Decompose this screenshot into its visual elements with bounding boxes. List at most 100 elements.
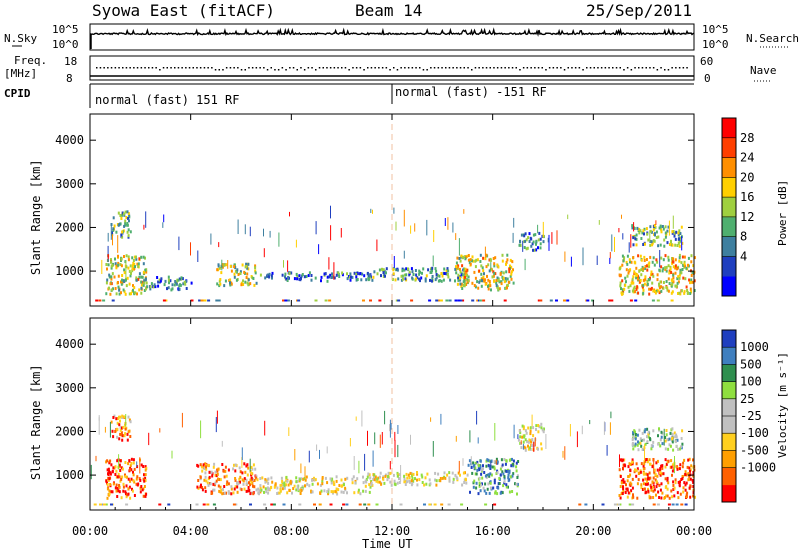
echo-cell: [382, 477, 385, 481]
echo-cell: [130, 468, 133, 472]
echo-streak: [244, 224, 246, 235]
x-tick-label: 00:00: [72, 524, 108, 538]
nave-dot: [493, 67, 495, 69]
nsearch-tick-bottom: 10^0: [702, 38, 729, 51]
echo-cell: [471, 259, 473, 263]
echo-cell: [505, 262, 507, 266]
echo-cell: [673, 494, 676, 498]
echo-cell: [404, 483, 407, 486]
nave-dot: [378, 67, 380, 69]
echo-cell: [265, 490, 268, 494]
echo-cell: [368, 473, 371, 477]
echo-cell: [650, 287, 652, 291]
echo-cell: [632, 447, 635, 451]
echo-cell: [117, 489, 120, 493]
echo-cell: [671, 279, 674, 283]
echo-cell: [233, 463, 235, 467]
echo-cell: [420, 473, 423, 477]
echo-cell: [125, 475, 128, 479]
nave-dot: [478, 67, 480, 69]
echo-cell: [646, 427, 649, 431]
echo-cell: [316, 482, 319, 486]
echo-cell: [539, 299, 543, 302]
echo-cell: [380, 274, 382, 278]
echo-cell: [286, 491, 289, 495]
echo-cell: [636, 277, 639, 281]
echo-cell: [130, 477, 133, 481]
echo-cell: [217, 484, 220, 488]
echo-cell: [632, 281, 635, 285]
echo-cell: [244, 265, 247, 269]
echo-cell: [647, 238, 650, 242]
echo-cell: [674, 271, 677, 275]
echo-cell: [418, 272, 421, 276]
nave-dot: [404, 67, 406, 69]
echo-cell: [664, 477, 667, 481]
echo-cell: [114, 257, 116, 261]
echo-cell: [212, 465, 215, 469]
echo-cell: [117, 254, 119, 258]
echo-cell: [517, 438, 520, 442]
echo-cell: [255, 476, 258, 480]
echo-cell: [390, 483, 393, 487]
echo-cell: [229, 278, 232, 282]
echo-cell: [679, 232, 682, 235]
echo-cell: [688, 474, 691, 478]
echo-cell: [149, 287, 152, 291]
echo-cell: [508, 267, 511, 271]
echo-cell: [487, 284, 489, 288]
echo-streak: [98, 417, 100, 435]
echo-cell: [492, 274, 495, 278]
echo-cell: [302, 477, 305, 481]
echo-cell: [364, 484, 367, 488]
echo-cell: [636, 285, 639, 289]
echo-cell: [509, 458, 512, 462]
echo-cell: [469, 262, 472, 266]
power-ytick-label: 1000: [55, 264, 84, 278]
echo-cell: [671, 290, 674, 294]
echo-cell: [137, 262, 140, 266]
echo-streak: [668, 220, 670, 236]
echo-cell: [107, 467, 110, 471]
echo-cell: [332, 490, 335, 494]
echo-cell: [500, 458, 503, 462]
echo-cell: [204, 486, 207, 490]
echo-cell: [659, 243, 662, 247]
echo-cell: [692, 264, 695, 268]
echo-cell: [408, 270, 411, 274]
echo-cell: [327, 488, 330, 492]
echo-cell: [629, 469, 632, 473]
echo-cell: [382, 275, 385, 278]
echo-cell: [634, 437, 637, 441]
echo-cell: [252, 492, 255, 496]
echo-cell: [464, 271, 467, 275]
echo-streak: [112, 234, 113, 246]
echo-cell: [135, 482, 138, 486]
echo-cell: [641, 448, 644, 451]
echo-cell: [488, 280, 491, 283]
echo-cell: [236, 268, 239, 272]
nave-dot: [389, 69, 391, 71]
echo-streak: [672, 215, 674, 229]
echo-cell: [508, 490, 511, 494]
echo-cell: [213, 462, 216, 466]
echo-cell: [478, 481, 481, 485]
echo-cell: [218, 266, 221, 270]
echo-cell: [671, 257, 673, 260]
echo-cell: [361, 272, 364, 276]
echo-cell: [537, 424, 540, 427]
echo-cell: [519, 243, 522, 247]
echo-cell: [669, 241, 672, 245]
echo-cell: [540, 426, 543, 430]
echo-cell: [375, 503, 379, 506]
echo-cell: [341, 273, 344, 277]
echo-cell: [678, 253, 681, 257]
echo-cell: [655, 493, 657, 497]
nave-dot: [199, 67, 202, 69]
echo-cell: [144, 494, 147, 498]
echo-cell: [538, 231, 541, 235]
echo-cell: [631, 438, 634, 441]
echo-cell: [215, 479, 218, 483]
echo-cell: [532, 240, 535, 244]
echo-cell: [110, 463, 113, 467]
